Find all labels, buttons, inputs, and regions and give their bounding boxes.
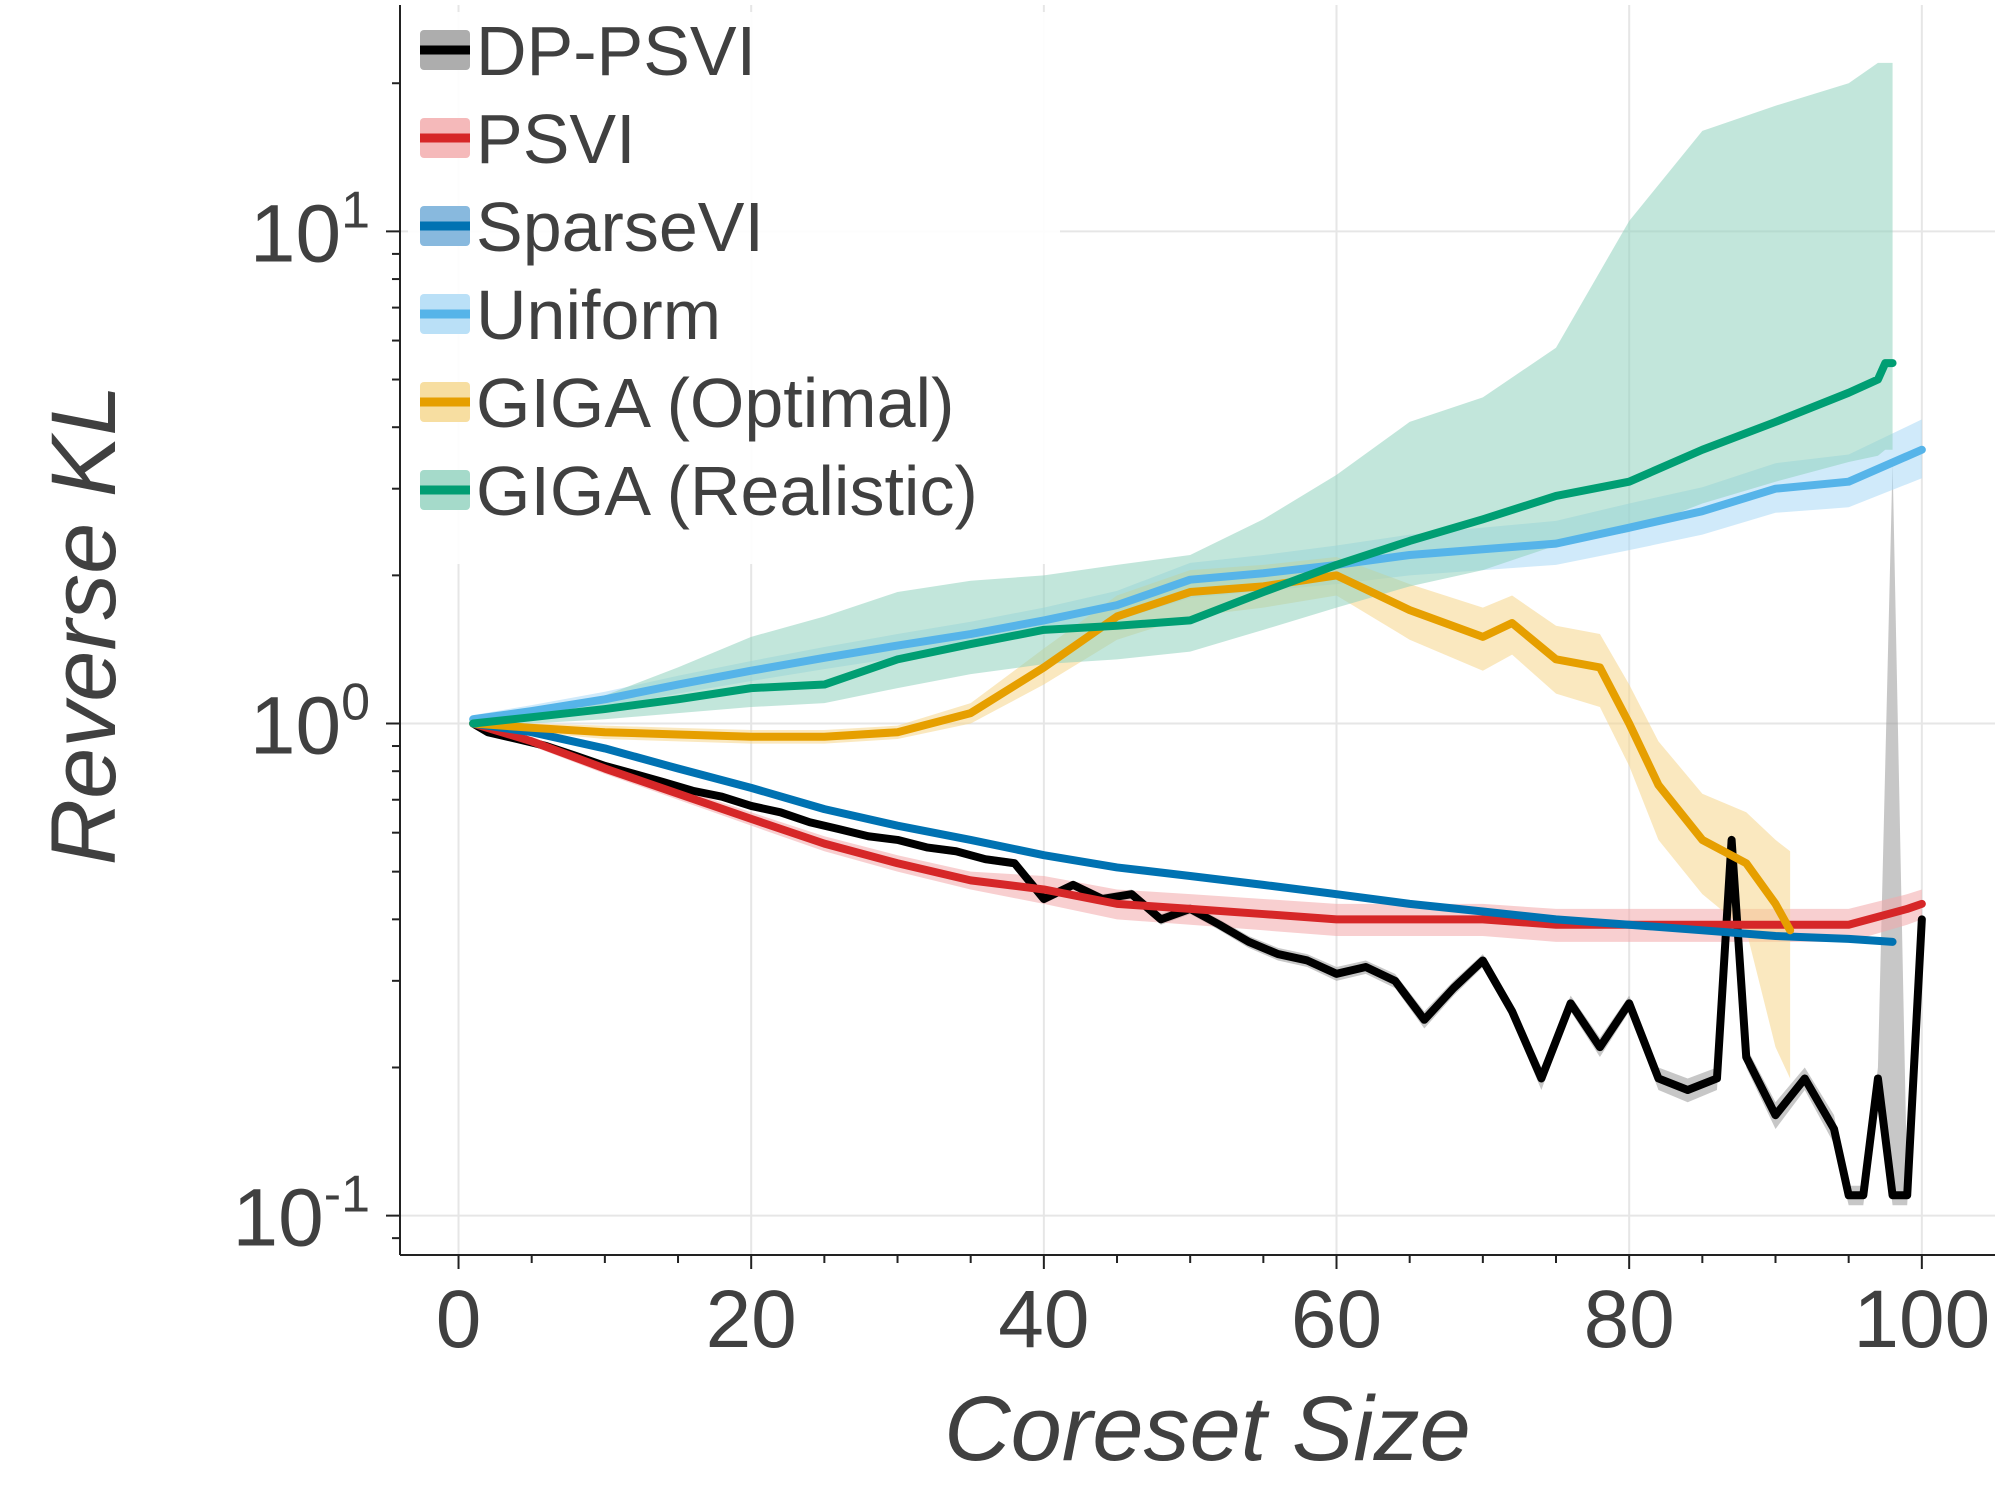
x-tick-label: 100 (1853, 1274, 1990, 1365)
legend-item-giga-realistic: GIGA (Realistic) (420, 452, 978, 530)
line-uniform (469, 445, 1926, 724)
legend-label: GIGA (Realistic) (476, 452, 978, 530)
x-tick-label: 60 (1291, 1274, 1382, 1365)
line-psvi (469, 719, 1926, 929)
legend-label: GIGA (Optimal) (476, 364, 954, 442)
line-sparsevi (469, 719, 1897, 946)
y-tick-label: 100 (250, 674, 370, 772)
legend-item-dp-psvi: DP-PSVI (420, 12, 756, 90)
y-tick-label: 10-1 (233, 1166, 370, 1264)
legend-label: DP-PSVI (476, 12, 756, 90)
legend-item-sparsevi: SparseVI (420, 188, 764, 266)
legend-item-giga-optimal: GIGA (Optimal) (420, 364, 954, 442)
line-dp-psvi (469, 719, 1926, 1200)
x-axis-title: Coreset Size (944, 1378, 1471, 1480)
line-giga-realistic (469, 359, 1897, 728)
x-tick-label: 80 (1584, 1274, 1675, 1365)
y-axis-title: Reverse KL (33, 385, 135, 866)
legend-item-psvi: PSVI (420, 100, 636, 178)
legend-label: Uniform (476, 276, 721, 354)
legend-label: PSVI (476, 100, 636, 178)
axes (399, 5, 1995, 1256)
legend-label: SparseVI (476, 188, 764, 266)
x-tick-label: 20 (706, 1274, 797, 1365)
legend: DP-PSVI PSVI SparseVI Uniform GIGA (Optimal)… (408, 12, 1060, 564)
y-tick-label: 101 (250, 181, 370, 279)
x-tick-label: 40 (998, 1274, 1089, 1365)
legend-item-uniform: Uniform (420, 276, 721, 354)
ticks: 0 20 40 60 80 100 10-1 100 101 (233, 82, 1990, 1365)
legend-box (408, 12, 1060, 564)
x-tick-label: 0 (436, 1274, 482, 1365)
series-lines (469, 359, 1926, 1200)
